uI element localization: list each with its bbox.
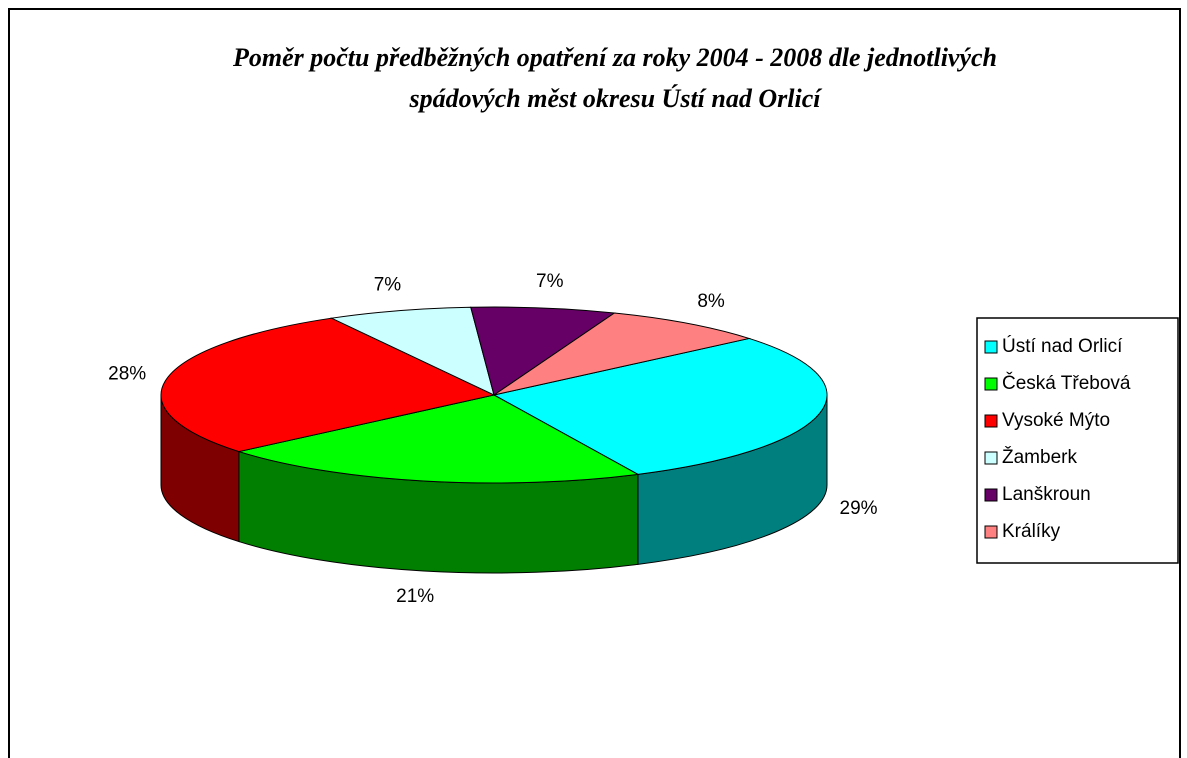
pie-slice xyxy=(236,394,640,484)
data-label: 28% xyxy=(108,363,146,384)
legend-label: Lanškroun xyxy=(1002,484,1091,505)
data-label: 8% xyxy=(697,291,725,312)
pie-slice xyxy=(493,312,752,396)
legend-swatch xyxy=(984,451,998,465)
chart-title: spádových měst okresu Ústí nad Orlicí xyxy=(409,84,823,113)
legend-swatch xyxy=(984,525,998,539)
legend-label: Králíky xyxy=(1002,521,1061,542)
legend-label: Vysoké Mýto xyxy=(1002,410,1110,431)
pie-slice xyxy=(329,306,495,396)
legend-swatch xyxy=(984,488,998,502)
legend-label: Žamberk xyxy=(1002,446,1077,468)
chart-title: Poměr počtu předběžných opatření za roky… xyxy=(232,43,997,72)
data-label: 21% xyxy=(396,586,434,607)
legend-swatch xyxy=(984,414,998,428)
chart-border xyxy=(8,8,1181,758)
data-label: 29% xyxy=(840,498,878,519)
legend-label: Ústí nad Orlicí xyxy=(1002,335,1123,357)
legend-box xyxy=(976,317,1179,564)
legend-label: Česká Třebová xyxy=(1002,372,1131,394)
legend-swatch xyxy=(984,377,998,391)
pie-slice xyxy=(160,317,496,453)
legend-swatch xyxy=(984,340,998,354)
pie-slice xyxy=(470,306,616,396)
data-label: 7% xyxy=(374,274,402,295)
data-label: 7% xyxy=(536,271,564,292)
